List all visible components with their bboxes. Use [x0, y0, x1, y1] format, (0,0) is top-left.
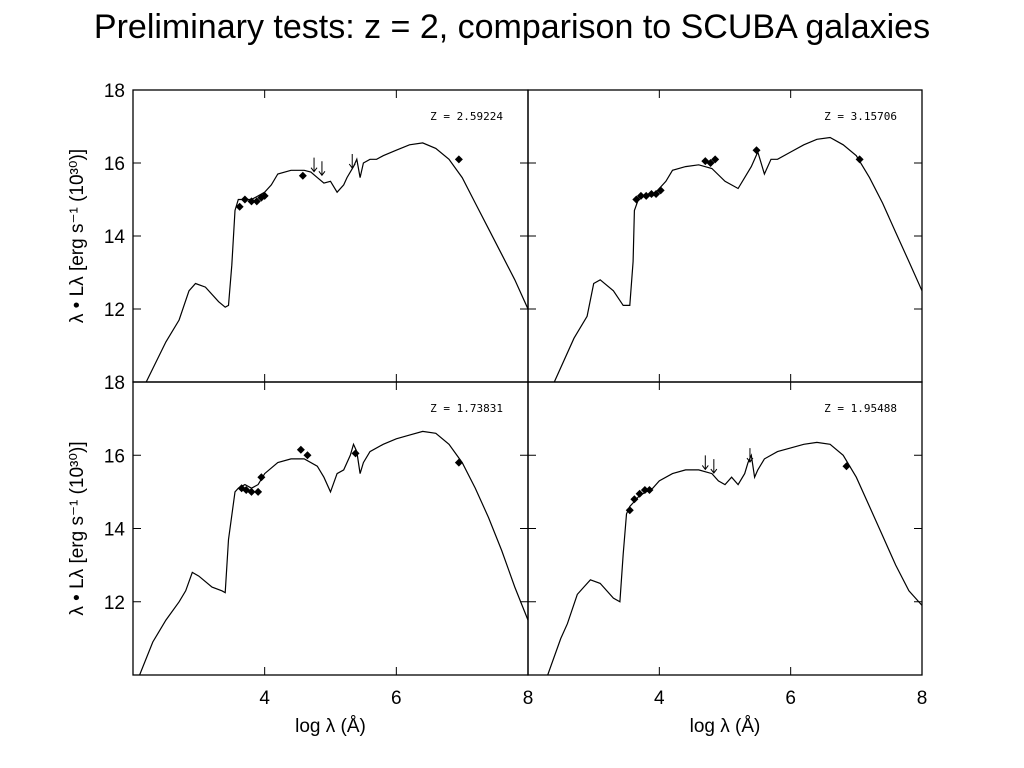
plot-frame	[527, 89, 923, 383]
slide-title: Preliminary tests: z = 2, comparison to …	[93, 8, 931, 46]
photometry-point	[652, 190, 661, 199]
upper-limit-arrow	[318, 161, 326, 177]
photometry-point	[842, 462, 851, 471]
x-tick-label: 8	[523, 688, 534, 709]
sed-panel-1: 12 14 16 18 λ • Lλ [erg s⁻¹ (10³⁰)] Z = 2.592…	[67, 81, 529, 383]
sed-panel-3: 12 14 16 18 4 6 8 log λ (Å) λ • Lλ [erg s⁻¹ (10³…	[67, 373, 533, 737]
sed-model-curve	[145, 142, 528, 382]
upper-limit-arrow	[310, 157, 318, 173]
photometry-point	[656, 186, 665, 195]
sed-model-curve	[553, 136, 922, 382]
photometry-point	[252, 197, 261, 206]
photometry-point	[625, 506, 634, 515]
photometry-point	[257, 473, 266, 482]
upper-limit-arrow	[710, 459, 718, 474]
y-axis-label: λ • Lλ [erg s⁻¹ (10³⁰)]	[67, 149, 88, 323]
redshift-annotation: Z = 1.73831	[430, 402, 503, 415]
sed-panel-2: Z = 3.15706	[527, 89, 923, 383]
y-tick-label: 16	[104, 446, 125, 467]
x-tick-label: 8	[917, 688, 928, 709]
upper-limit-arrow	[701, 455, 709, 471]
plot-frame	[527, 381, 923, 676]
x-tick-label: 4	[259, 688, 270, 709]
photometry-point	[296, 445, 305, 454]
photometry-point	[706, 159, 715, 167]
y-axis-label: λ • Lλ [erg s⁻¹ (10³⁰)]	[67, 441, 88, 615]
plot-frame	[132, 89, 529, 383]
photometry-point	[247, 487, 256, 496]
photometry-point	[632, 195, 641, 204]
photometry-point	[454, 458, 463, 467]
photometry-point	[645, 486, 654, 495]
x-tick-label: 6	[785, 688, 796, 709]
y-tick-label: 12	[104, 300, 125, 321]
redshift-annotation: Z = 2.59224	[430, 110, 503, 123]
photometry-point	[298, 171, 307, 180]
x-tick-label: 4	[654, 688, 665, 709]
y-tick-label: 14	[104, 520, 126, 541]
x-tick-label: 6	[391, 688, 402, 709]
y-tick-label: 14	[104, 227, 126, 248]
y-tick-label: 18	[104, 373, 125, 394]
photometry-point	[752, 146, 761, 155]
photometry-point	[855, 155, 864, 164]
sed-model-curve	[547, 441, 922, 675]
y-tick-label: 18	[104, 81, 125, 102]
plot-frame	[132, 381, 529, 676]
photometry-point	[454, 155, 463, 164]
y-tick-label: 12	[104, 593, 125, 614]
photometry-point	[240, 195, 249, 204]
y-tick-label: 16	[104, 154, 125, 175]
x-axis-label: log λ (Å)	[295, 716, 366, 737]
redshift-annotation: Z = 1.95488	[824, 402, 897, 415]
sed-panel-4: 4 6 8 log λ (Å) Z = 1.95488	[527, 381, 928, 737]
x-axis-label: log λ (Å)	[690, 716, 761, 737]
upper-limit-arrow	[746, 448, 754, 463]
photometry-point	[636, 191, 645, 200]
photometry-point	[647, 190, 656, 199]
redshift-annotation: Z = 3.15706	[824, 110, 897, 123]
sed-model-curve	[139, 430, 528, 675]
photometry-point	[254, 487, 263, 496]
photometry-point	[260, 191, 269, 200]
photometry-point	[303, 451, 312, 460]
photometry-point	[351, 449, 360, 458]
photometry-point	[635, 489, 644, 498]
photometry-point	[640, 486, 649, 495]
photometry-point	[235, 202, 244, 211]
photometry-point	[711, 155, 720, 164]
upper-limit-arrow	[348, 154, 356, 169]
photometry-point	[247, 197, 256, 206]
photometry-point	[630, 495, 639, 504]
